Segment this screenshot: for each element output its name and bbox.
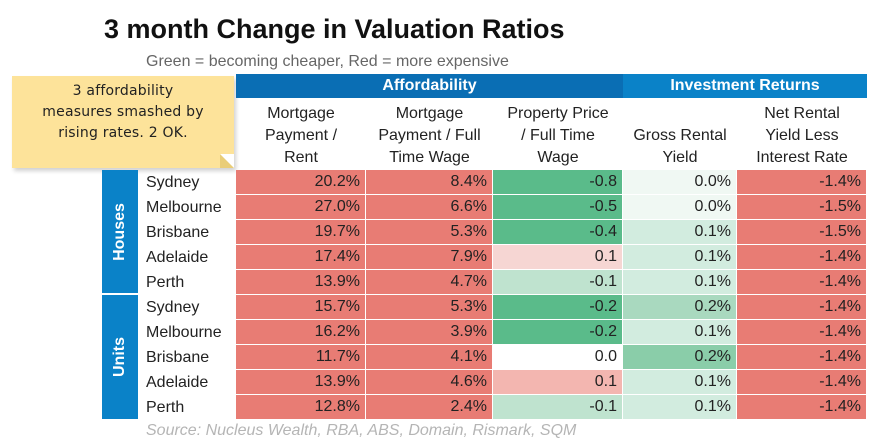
chart-title: 3 month Change in Valuation Ratios [104, 14, 565, 44]
table-cell: -1.4% [737, 395, 866, 419]
column-group-affordability: Affordability [236, 74, 623, 98]
row-label: Brisbane [146, 349, 210, 366]
column-header-line: Wage [537, 149, 579, 166]
row-group-houses-text: Houses [111, 202, 128, 261]
table-cell: 0.0% [623, 195, 736, 219]
table-cell: 3.9% [366, 320, 492, 344]
row-label: Melbourne [146, 199, 222, 216]
table-cell: 2.4% [366, 395, 492, 419]
table-cell: -1.5% [737, 195, 866, 219]
table-cell: 4.7% [366, 270, 492, 294]
table-cell: 27.0% [236, 195, 365, 219]
column-header-line: Rent [284, 149, 318, 166]
table-cell: 11.7% [236, 345, 365, 369]
table-cell: -0.2 [493, 295, 622, 319]
table-cell: 0.0% [623, 170, 736, 194]
column-header-line: Payment / Full [378, 127, 481, 144]
column-header-line: / Full Time [521, 127, 595, 144]
note-fold [220, 154, 234, 168]
table-cell: 19.7% [236, 220, 365, 244]
table-cell: 0.2% [623, 345, 736, 369]
table-cell: 16.2% [236, 320, 365, 344]
table-cell: -1.4% [737, 345, 866, 369]
table-cell: 20.2% [236, 170, 365, 194]
column-header: Property Price / Full Time Wage [493, 103, 623, 169]
row-label: Melbourne [146, 324, 222, 341]
row-group-units-text: Units [111, 337, 128, 377]
table-cell: 17.4% [236, 245, 365, 269]
table-cell: 0.1% [623, 220, 736, 244]
table-cell: -1.4% [737, 270, 866, 294]
row-label: Adelaide [146, 374, 209, 391]
table-cell: 0.1% [623, 320, 736, 344]
table-cell: 0.0 [493, 345, 622, 369]
row-group-houses-label: Houses [102, 170, 138, 293]
table-cell: -0.8 [493, 170, 622, 194]
row-group-units-label: Units [102, 295, 138, 419]
table-cell: 6.6% [366, 195, 492, 219]
row-label: Sydney [146, 299, 200, 316]
row-label: Brisbane [146, 224, 210, 241]
column-header: Mortgage Payment / Full Time Wage [366, 103, 493, 169]
row-label: Perth [146, 399, 185, 416]
table-cell: -1.4% [737, 170, 866, 194]
column-header-line: Gross Rental [633, 127, 727, 144]
row-label: Adelaide [146, 249, 209, 266]
table-cell: 0.1 [493, 370, 622, 394]
table-cell: 4.1% [366, 345, 492, 369]
column-header: Mortgage Payment / Rent [236, 103, 366, 169]
column-header: Net Rental Yield Less Interest Rate [737, 103, 867, 169]
note-line: 3 affordability [72, 83, 174, 99]
table-cell: 0.1% [623, 395, 736, 419]
note-line: rising rates. 2 OK. [58, 125, 188, 141]
table-cell: 8.4% [366, 170, 492, 194]
table-cell: -1.4% [737, 295, 866, 319]
sticky-note: 3 affordability measures smashed by risi… [12, 76, 234, 168]
table-cell: -0.2 [493, 320, 622, 344]
row-label: Perth [146, 274, 185, 291]
table-cell: 7.9% [366, 245, 492, 269]
column-header-line: Interest Rate [756, 149, 848, 166]
column-header-line: Mortgage [395, 105, 464, 122]
column-header-line: Mortgage [267, 105, 335, 122]
note-line: measures smashed by [42, 104, 204, 120]
source-note: Source: Nucleus Wealth, RBA, ABS, Domain… [146, 422, 577, 439]
chart-subtitle: Green = becoming cheaper, Red = more exp… [146, 53, 509, 70]
table-cell: -0.5 [493, 195, 622, 219]
table-cell: -1.4% [737, 370, 866, 394]
table-cell: 0.1% [623, 245, 736, 269]
column-header-line: Time Wage [389, 149, 470, 166]
table-cell: 0.1 [493, 245, 622, 269]
column-header: Gross Rental Yield [623, 125, 737, 169]
row-label: Sydney [146, 174, 200, 191]
table-cell: 13.9% [236, 370, 365, 394]
table-cell: -0.4 [493, 220, 622, 244]
table-cell: -0.1 [493, 270, 622, 294]
table-cell: -1.4% [737, 320, 866, 344]
table-cell: -1.4% [737, 245, 866, 269]
table-cell: 15.7% [236, 295, 365, 319]
column-header-line: Yield Less [765, 127, 839, 144]
table-cell: -0.1 [493, 395, 622, 419]
column-header-line: Property Price [507, 105, 609, 122]
table-cell: 12.8% [236, 395, 365, 419]
table-cell: 4.6% [366, 370, 492, 394]
table-cell: 5.3% [366, 295, 492, 319]
column-header-line: Payment / [264, 127, 338, 144]
table-cell: 0.2% [623, 295, 736, 319]
table-cell: 5.3% [366, 220, 492, 244]
table-cell: -1.5% [737, 220, 866, 244]
column-group-investment-returns: Investment Returns [623, 74, 867, 98]
column-header-line: Yield [662, 149, 698, 166]
table-cell: 0.1% [623, 370, 736, 394]
table-cell: 0.1% [623, 270, 736, 294]
table-cell: 13.9% [236, 270, 365, 294]
column-header-line: Net Rental [764, 105, 840, 122]
